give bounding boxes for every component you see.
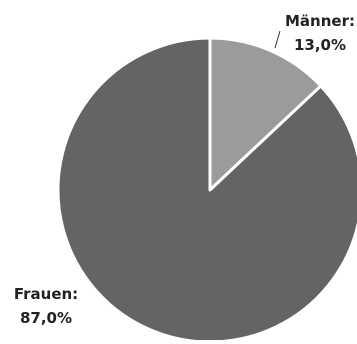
pie-slices <box>56 36 357 344</box>
leader-line-maenner <box>274 30 281 49</box>
slice-label-maenner-name: Männer: <box>285 12 355 30</box>
pie-labels: Männer: 13,0% Frauen: 87,0% <box>14 12 355 327</box>
pie-slice-frauen <box>56 36 357 344</box>
pie-slice-maenner <box>208 36 323 192</box>
slice-label-frauen-name: Frauen: <box>14 285 78 303</box>
slice-label-frauen-value: 87,0% <box>20 309 72 327</box>
slice-label-maenner-value: 13,0% <box>294 36 346 54</box>
